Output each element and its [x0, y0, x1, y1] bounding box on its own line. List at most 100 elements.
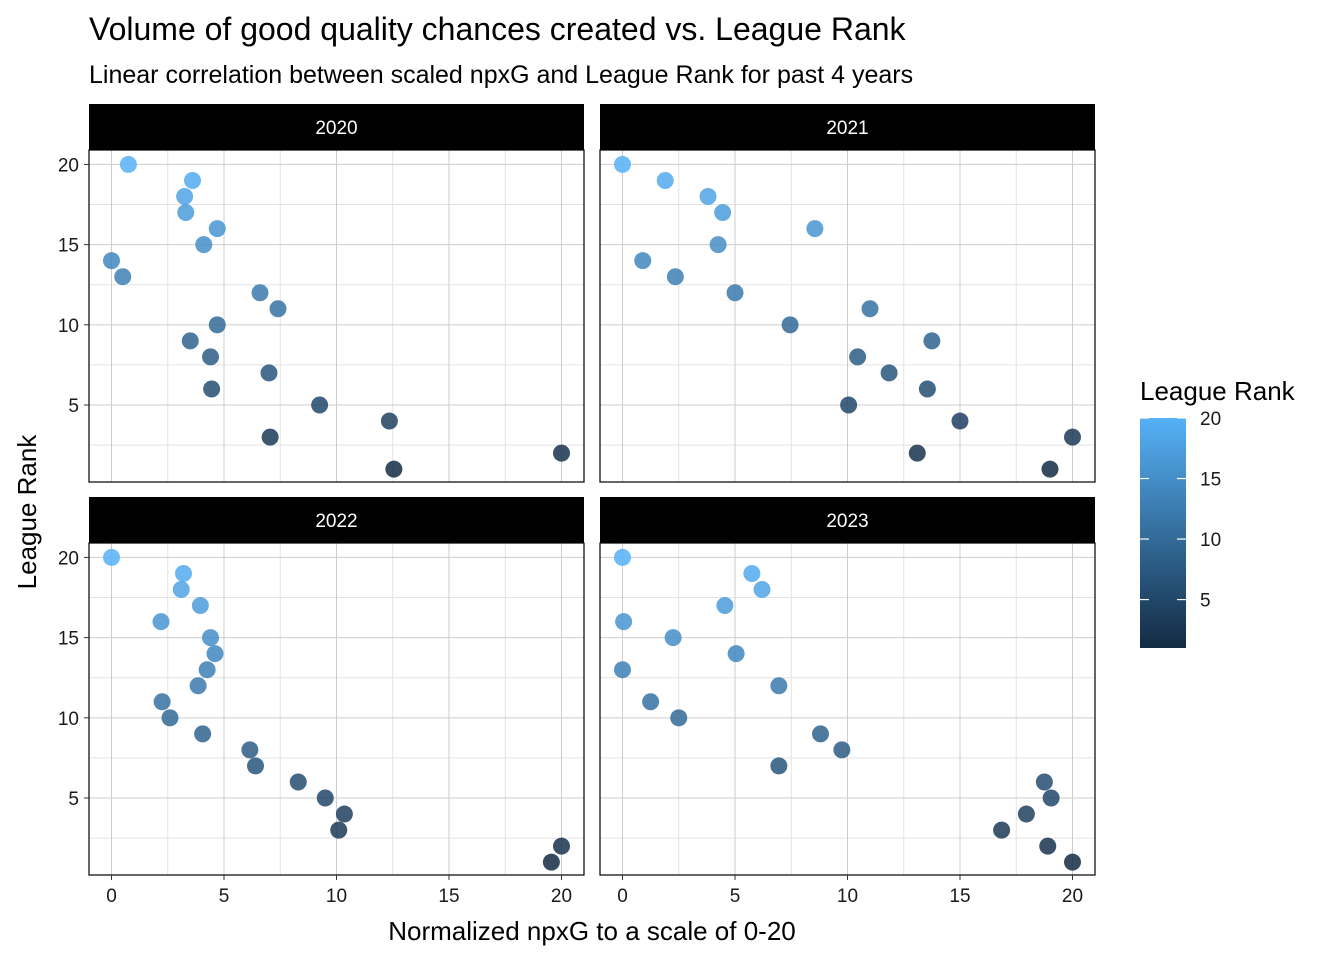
facet-strip-label: 2022 — [315, 511, 357, 532]
data-point-2023-12 — [812, 725, 829, 743]
data-point-2021-2 — [656, 171, 674, 189]
legend-tick-label: 5 — [1200, 591, 1211, 612]
data-point-2021-1 — [614, 155, 631, 173]
data-point-2023-9 — [770, 677, 788, 695]
data-point-2023-19 — [1039, 837, 1057, 855]
data-point-2021-16 — [840, 396, 858, 414]
data-point-2020-8 — [114, 268, 132, 286]
x-axis-title: Normalized npxG to a scale of 0-20 — [388, 916, 796, 946]
data-point-2022-20 — [542, 853, 560, 871]
data-point-2021-19 — [908, 444, 926, 462]
data-point-2022-15 — [289, 773, 307, 791]
data-point-2021-3 — [699, 188, 717, 206]
legend-tick-label: 20 — [1200, 409, 1221, 430]
data-point-2021-7 — [634, 252, 652, 270]
x-tick-label: 0 — [617, 886, 628, 907]
panel-border — [88, 149, 585, 483]
data-point-2021-18 — [1064, 428, 1081, 446]
facet-strip — [89, 104, 584, 150]
data-point-2020-17 — [380, 412, 398, 430]
data-point-2020-13 — [202, 348, 219, 366]
data-point-2023-11 — [670, 709, 688, 727]
data-point-2020-7 — [103, 252, 120, 270]
panel-border — [599, 149, 1096, 483]
data-point-2023-1 — [614, 548, 631, 566]
y-tick-label: 5 — [68, 789, 79, 810]
data-point-2023-6 — [664, 629, 682, 647]
data-point-2022-14 — [247, 757, 264, 775]
data-point-2022-10 — [153, 693, 171, 711]
y-tick-label: 5 — [68, 396, 79, 417]
data-point-2021-20 — [1041, 460, 1059, 478]
data-point-2021-12 — [923, 332, 941, 350]
data-point-2023-13 — [833, 741, 851, 759]
x-tick-label: 20 — [551, 886, 572, 907]
data-point-2022-7 — [206, 645, 224, 663]
y-tick-label: 10 — [58, 709, 79, 730]
data-point-2022-9 — [189, 677, 207, 695]
x-tick-label: 15 — [949, 886, 970, 907]
chart-title: Volume of good quality chances created v… — [89, 11, 907, 47]
facet-strip-label: 2021 — [826, 118, 868, 139]
facet-panels: 2020 5 10 15 20 2021 2022 5 10 15 20 0 5 10 15 20 2023 0 5… — [58, 104, 1096, 907]
data-point-2022-1 — [103, 548, 120, 566]
data-point-2023-7 — [727, 645, 745, 663]
data-point-2020-11 — [208, 316, 226, 334]
legend-title: League Rank — [1140, 376, 1296, 406]
y-tick-label: 15 — [58, 629, 79, 650]
facet-panel-2020: 2020 5 10 15 20 — [58, 104, 585, 483]
data-point-2023-20 — [1064, 853, 1081, 871]
x-tick-label: 15 — [438, 886, 459, 907]
x-tick-label: 20 — [1062, 886, 1083, 907]
data-point-2021-13 — [849, 348, 867, 366]
data-point-2020-2 — [184, 171, 201, 189]
data-point-2023-4 — [716, 597, 734, 615]
facet-strip-label: 2020 — [315, 118, 357, 139]
data-point-2022-11 — [161, 709, 179, 727]
data-point-2023-8 — [614, 661, 631, 679]
data-point-2020-6 — [195, 236, 213, 254]
facet-strip — [600, 497, 1095, 543]
data-point-2020-10 — [269, 300, 287, 318]
data-point-2023-16 — [1042, 789, 1060, 807]
legend-tick-label: 10 — [1200, 530, 1221, 551]
data-point-2021-15 — [918, 380, 936, 398]
data-point-2023-5 — [615, 613, 633, 631]
data-point-2020-3 — [176, 188, 194, 206]
legend-colorbar — [1140, 418, 1186, 648]
data-point-2020-14 — [260, 364, 278, 382]
data-point-2022-17 — [335, 805, 353, 823]
data-point-2023-18 — [993, 821, 1011, 839]
data-point-2021-4 — [714, 204, 732, 222]
y-tick-label: 15 — [58, 236, 79, 257]
color-legend: League Rank 5 10 15 20 — [1140, 376, 1296, 648]
data-point-2022-16 — [316, 789, 334, 807]
data-point-2022-13 — [241, 741, 259, 759]
data-point-2021-17 — [951, 412, 969, 430]
facet-strip — [600, 104, 1095, 150]
data-point-2020-16 — [311, 396, 329, 414]
facet-strip — [89, 497, 584, 543]
x-tick-label: 5 — [730, 886, 741, 907]
facet-panel-2022: 2022 5 10 15 20 0 5 10 15 20 — [58, 497, 585, 907]
data-point-2023-14 — [770, 757, 788, 775]
data-point-2020-19 — [553, 444, 570, 462]
data-point-2020-15 — [203, 380, 221, 398]
data-point-2022-2 — [175, 564, 192, 582]
x-tick-label: 10 — [326, 886, 347, 907]
data-point-2022-4 — [191, 597, 209, 615]
y-tick-label: 20 — [58, 548, 79, 569]
data-point-2020-5 — [208, 220, 226, 238]
data-point-2022-5 — [152, 613, 170, 631]
data-point-2020-4 — [177, 204, 195, 222]
data-point-2021-9 — [726, 284, 744, 302]
x-tick-label: 10 — [837, 886, 858, 907]
data-point-2021-11 — [781, 316, 799, 334]
chart-subtitle: Linear correlation between scaled npxG a… — [89, 61, 913, 89]
data-point-2023-17 — [1017, 805, 1035, 823]
data-point-2022-18 — [330, 821, 348, 839]
data-point-2020-18 — [261, 428, 279, 446]
data-point-2022-6 — [202, 629, 219, 647]
data-point-2020-12 — [181, 332, 199, 350]
